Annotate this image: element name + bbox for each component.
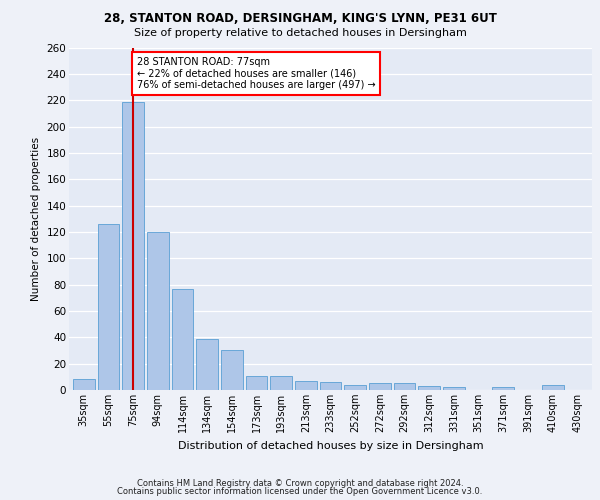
Bar xyxy=(98,224,119,390)
Bar xyxy=(418,386,440,390)
Bar xyxy=(369,384,391,390)
Bar xyxy=(271,376,292,390)
Bar xyxy=(196,338,218,390)
Bar xyxy=(172,288,193,390)
Text: Contains HM Land Registry data © Crown copyright and database right 2024.: Contains HM Land Registry data © Crown c… xyxy=(137,478,463,488)
Bar xyxy=(122,102,144,390)
Bar xyxy=(394,384,415,390)
Y-axis label: Number of detached properties: Number of detached properties xyxy=(31,136,41,301)
Bar xyxy=(344,384,366,390)
Bar xyxy=(295,381,317,390)
Bar xyxy=(493,388,514,390)
Bar xyxy=(246,376,268,390)
Text: 28 STANTON ROAD: 77sqm
← 22% of detached houses are smaller (146)
76% of semi-de: 28 STANTON ROAD: 77sqm ← 22% of detached… xyxy=(137,56,376,90)
Text: Contains public sector information licensed under the Open Government Licence v3: Contains public sector information licen… xyxy=(118,487,482,496)
Bar xyxy=(73,380,95,390)
Bar xyxy=(221,350,243,390)
Bar xyxy=(542,384,563,390)
Bar xyxy=(443,388,465,390)
X-axis label: Distribution of detached houses by size in Dersingham: Distribution of detached houses by size … xyxy=(178,440,484,450)
Text: 28, STANTON ROAD, DERSINGHAM, KING'S LYNN, PE31 6UT: 28, STANTON ROAD, DERSINGHAM, KING'S LYN… xyxy=(104,12,496,26)
Text: Size of property relative to detached houses in Dersingham: Size of property relative to detached ho… xyxy=(134,28,466,38)
Bar xyxy=(320,382,341,390)
Bar xyxy=(147,232,169,390)
